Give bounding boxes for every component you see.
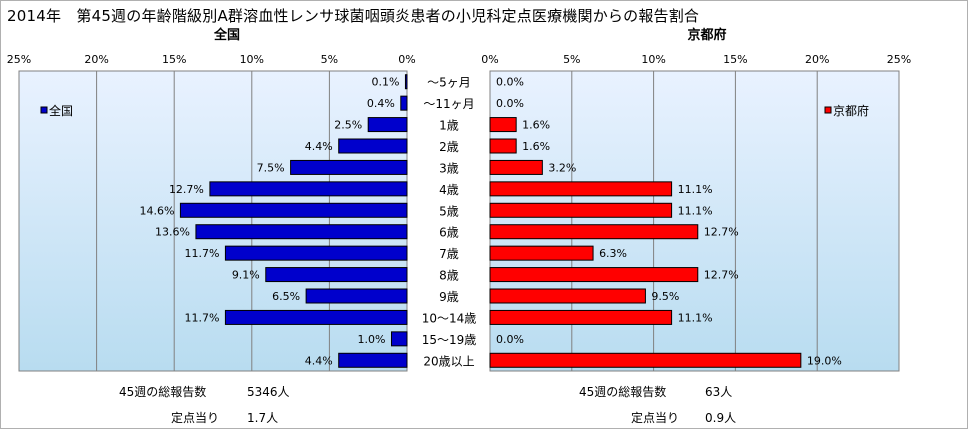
national-data-label: 14.6% (139, 204, 174, 217)
category-label: 1歳 (439, 119, 459, 133)
national-plot-area (18, 70, 408, 372)
kyoto-total-value: 63人 (705, 385, 733, 399)
kyoto-data-label: 0.0% (496, 76, 524, 89)
kyoto-bar (489, 138, 517, 154)
category-label: ～11ヶ月 (423, 97, 474, 111)
kyoto-data-label: 11.1% (678, 204, 713, 217)
category-label: 7歳 (439, 247, 459, 261)
kyoto-bar (489, 159, 543, 175)
kyoto-tick-label: 15% (723, 53, 747, 66)
kyoto-data-label: 12.7% (704, 226, 739, 239)
kyoto-bar (489, 245, 594, 261)
kyoto-data-label: 0.0% (496, 97, 524, 110)
national-tick-label: 10% (240, 53, 264, 66)
category-label: 10～14歳 (422, 311, 477, 325)
kyoto-per-label: 定点当り (631, 411, 680, 425)
kyoto-data-label: 1.6% (522, 119, 550, 132)
national-data-label: 12.7% (169, 183, 204, 196)
category-label: 15～19歳 (422, 333, 477, 347)
category-label: 9歳 (439, 290, 459, 304)
national-bar (400, 95, 408, 111)
national-bar (209, 181, 408, 197)
kyoto-panel-title: 京都府 (687, 27, 726, 43)
national-bar (195, 224, 408, 240)
national-legend-label: 全国 (49, 103, 73, 118)
category-label: 6歳 (439, 226, 459, 240)
national-bar (390, 331, 408, 347)
kyoto-data-label: 11.1% (678, 311, 713, 324)
national-data-label: 4.4% (305, 354, 333, 367)
kyoto-data-label: 0.0% (496, 333, 524, 346)
kyoto-bar (489, 117, 517, 133)
national-tick-label: 15% (162, 53, 186, 66)
national-data-label: 0.1% (371, 76, 399, 89)
kyoto-tick-label: 10% (641, 53, 665, 66)
national-bar (305, 288, 408, 304)
national-data-label: 6.5% (272, 290, 300, 303)
national-data-label: 4.4% (305, 140, 333, 153)
national-bar (265, 267, 408, 283)
national-legend: 全国 (40, 103, 73, 118)
national-total-label: 45週の総報告数 (119, 385, 207, 399)
kyoto-tick-label: 20% (805, 53, 829, 66)
kyoto-legend-swatch (824, 106, 832, 114)
kyoto-data-label: 1.6% (522, 140, 550, 153)
national-data-label: 11.7% (184, 311, 219, 324)
national-bar (404, 74, 408, 90)
national-total-value: 5346人 (247, 385, 290, 399)
chart-title: 2014年 第45週の年齢階級別A群溶血性レンサ球菌咽頭炎患者の小児科定点医療機… (7, 7, 700, 25)
national-tick-label: 20% (84, 53, 108, 66)
kyoto-tick-label: 5% (563, 53, 580, 66)
national-bar (224, 309, 408, 325)
national-data-label: 0.4% (367, 97, 395, 110)
kyoto-per-value: 0.9人 (705, 411, 737, 425)
kyoto-bar (489, 267, 699, 283)
national-panel-title: 全国 (213, 27, 240, 43)
kyoto-data-label: 19.0% (807, 354, 842, 367)
national-data-label: 11.7% (184, 247, 219, 260)
national-data-label: 9.1% (232, 269, 260, 282)
national-bar (338, 352, 408, 368)
kyoto-legend: 京都府 (824, 103, 869, 118)
kyoto-legend-label: 京都府 (833, 103, 869, 118)
national-bar (179, 202, 408, 218)
kyoto-data-label: 3.2% (548, 161, 576, 174)
kyoto-data-label: 11.1% (678, 183, 713, 196)
kyoto-total-label: 45週の総報告数 (579, 385, 667, 399)
national-data-label: 7.5% (257, 161, 285, 174)
category-label: 20歳以上 (423, 354, 474, 368)
national-tick-label: 5% (321, 53, 338, 66)
kyoto-bar (489, 352, 802, 368)
kyoto-data-label: 9.5% (651, 290, 679, 303)
national-legend-swatch (40, 106, 48, 114)
national-bar (224, 245, 408, 261)
national-bar (338, 138, 408, 154)
kyoto-bar (489, 309, 673, 325)
national-data-label: 1.0% (358, 333, 386, 346)
national-data-label: 13.6% (155, 226, 190, 239)
kyoto-bar (489, 224, 699, 240)
kyoto-tick-label: 25% (887, 53, 911, 66)
national-per-value: 1.7人 (247, 411, 279, 425)
national-data-label: 2.5% (334, 119, 362, 132)
kyoto-data-label: 12.7% (704, 269, 739, 282)
category-label: 4歳 (439, 183, 459, 197)
kyoto-bar (489, 202, 673, 218)
kyoto-tick-label: 0% (481, 53, 498, 66)
national-per-label: 定点当り (171, 411, 220, 425)
kyoto-bar (489, 288, 646, 304)
national-bar (290, 159, 408, 175)
category-label: 5歳 (439, 204, 459, 218)
category-label: 3歳 (439, 161, 459, 175)
kyoto-data-label: 6.3% (599, 247, 627, 260)
category-label: 8歳 (439, 269, 459, 283)
national-tick-label: 0% (398, 53, 415, 66)
national-bar (367, 117, 408, 133)
national-tick-label: 25% (7, 53, 31, 66)
kyoto-bar (489, 181, 673, 197)
category-label: 2歳 (439, 140, 459, 154)
category-label: ～5ヶ月 (427, 76, 471, 90)
